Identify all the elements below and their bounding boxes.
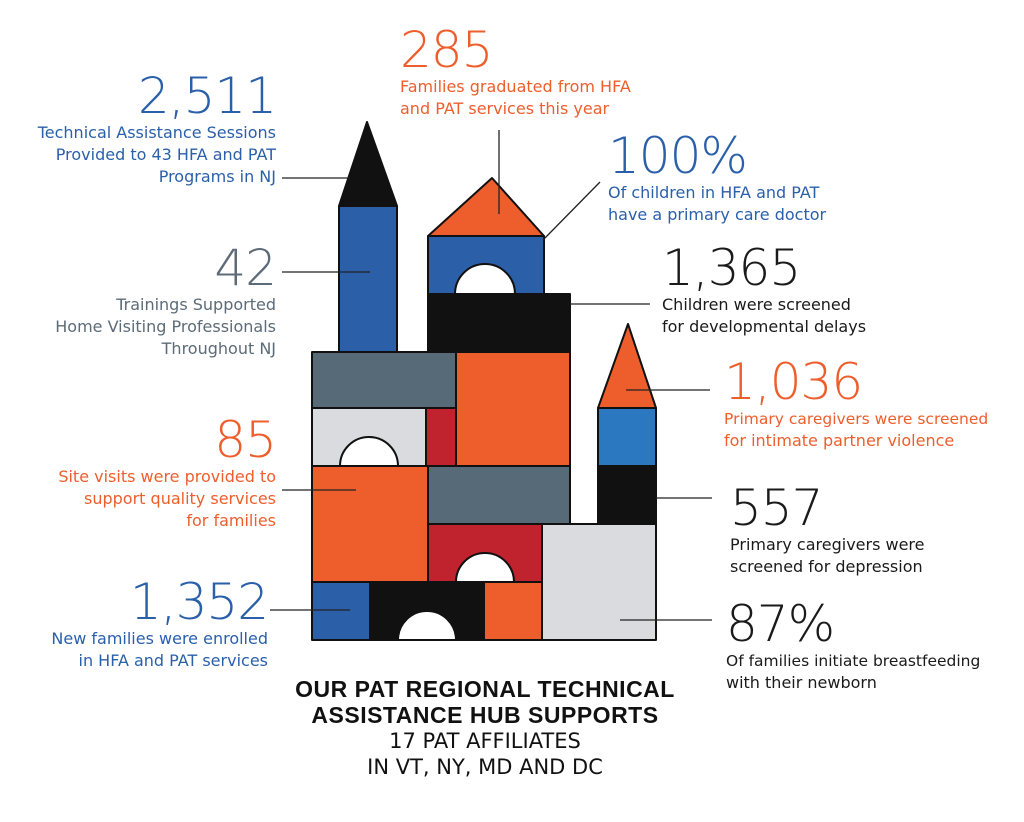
stat-desc-line: Primary caregivers were	[730, 535, 925, 554]
stat-desc-line: for developmental delays	[662, 317, 867, 336]
footer-affiliates-line: 17 PAT AFFILIATES	[389, 729, 581, 753]
stat-number: 87%	[726, 595, 835, 653]
stat-number: 285	[400, 21, 493, 79]
stat-desc-line: Technical Assistance Sessions	[37, 123, 276, 142]
connector-primary-care	[542, 181, 601, 241]
left-tower-roof-block	[338, 121, 398, 207]
blue-base-block	[311, 581, 371, 641]
stat-ipv-screened: 1,036 Primary caregivers were screened f…	[724, 356, 1020, 452]
red-arch-opening	[455, 552, 515, 583]
footer-headline-line2: ASSISTANCE HUB SUPPORTS	[311, 702, 659, 728]
black-arch-opening	[397, 610, 457, 641]
stat-primary-care: 100% Of children in HFA and PAT have a p…	[608, 130, 928, 226]
black-beam-block	[427, 293, 571, 353]
light-arch-opening	[339, 436, 399, 467]
stat-trainings: 42 Trainings Supported Home Visiting Pro…	[18, 239, 277, 360]
light-gray-block-large	[541, 523, 657, 641]
orange-block-large	[455, 351, 571, 467]
stat-desc-line: Provided to 43 HFA and PAT	[55, 145, 276, 164]
stat-desc-line: Children were screened	[662, 295, 851, 314]
footer-regions-line: IN VT, NY, MD AND DC	[367, 755, 603, 779]
stat-desc-line: for intimate partner violence	[724, 431, 955, 450]
stat-desc-line: and PAT services this year	[400, 99, 610, 118]
footer-headline-line1: OUR PAT REGIONAL TECHNICAL	[295, 676, 675, 702]
left-tower-block	[338, 205, 398, 354]
stat-number: 85	[214, 411, 277, 469]
stat-desc-line: Site visits were provided to	[58, 467, 276, 486]
right-tower-black-block	[597, 465, 657, 525]
middle-house-arch	[454, 263, 516, 295]
stat-ta-sessions: 2,511 Technical Assistance Sessions Prov…	[18, 67, 277, 188]
stat-number: 1,036	[724, 353, 863, 411]
hub-summary-footer: OUR PAT REGIONAL TECHNICAL ASSISTANCE HU…	[250, 676, 720, 780]
stat-number: 42	[214, 239, 277, 297]
stat-desc-line: have a primary care doctor	[608, 205, 827, 224]
stat-number: 1,352	[129, 573, 269, 631]
stat-desc-line: for families	[186, 511, 276, 530]
red-pillar-block	[425, 407, 457, 467]
stat-desc-line: Of children in HFA and PAT	[608, 183, 820, 202]
stat-number: 1,365	[662, 239, 801, 297]
stat-dev-screened: 1,365 Children were screened for develop…	[662, 242, 962, 338]
stat-desc-line: Throughout NJ	[161, 339, 276, 358]
stat-desc-line: Programs in NJ	[158, 167, 276, 186]
stat-graduated: 285 Families graduated from HFA and PAT …	[400, 24, 700, 120]
stat-desc-line: support quality services	[84, 489, 276, 508]
stat-desc-line: screened for depression	[730, 557, 923, 576]
right-tower-blue-block	[597, 407, 657, 467]
stat-number: 2,511	[137, 67, 277, 125]
stat-desc-line: Of families initiate breastfeeding	[726, 652, 981, 670]
stat-breastfeeding: 87% Of families initiate breastfeeding w…	[726, 598, 1020, 694]
slate-block-left	[311, 351, 457, 409]
stat-desc-line: Home Visiting Professionals	[55, 317, 276, 336]
middle-roof-block	[427, 177, 545, 237]
stat-new-families: 1,352 New families were enrolled in HFA …	[18, 573, 269, 672]
stat-number: 557	[730, 479, 823, 537]
stat-number: 100%	[608, 127, 748, 185]
stat-desc-line: Families graduated from HFA	[400, 77, 631, 96]
stat-desc-line: in HFA and PAT services	[78, 651, 269, 670]
orange-base-block	[483, 581, 543, 641]
right-tower-roof-block	[597, 323, 657, 409]
stat-desc-line: with their newborn	[726, 673, 877, 692]
stat-desc-line: New families were enrolled	[51, 629, 268, 648]
slate-block-right	[427, 465, 571, 525]
stat-desc-line: Trainings Supported	[116, 295, 276, 314]
orange-block-left	[311, 465, 429, 583]
stat-desc-line: Primary caregivers were screened	[724, 410, 989, 428]
stat-site-visits: 85 Site visits were provided to support …	[18, 411, 277, 532]
stat-depression: 557 Primary caregivers were screened for…	[730, 482, 1010, 578]
